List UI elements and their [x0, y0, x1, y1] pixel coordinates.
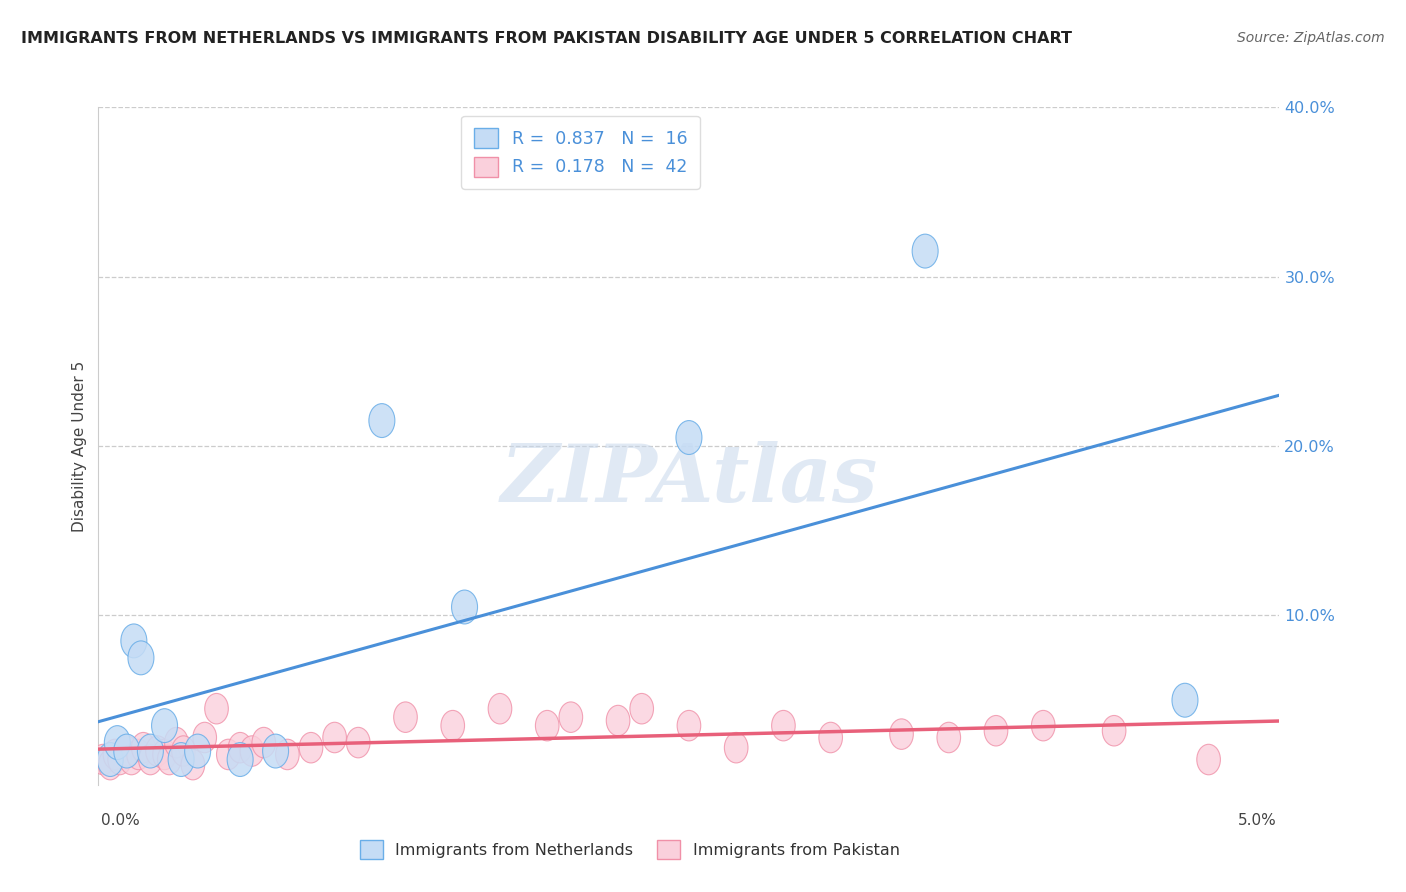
Ellipse shape	[536, 710, 560, 741]
Text: Source: ZipAtlas.com: Source: ZipAtlas.com	[1237, 31, 1385, 45]
Ellipse shape	[984, 715, 1008, 746]
Ellipse shape	[157, 744, 181, 775]
Ellipse shape	[172, 736, 195, 766]
Ellipse shape	[818, 723, 842, 753]
Ellipse shape	[323, 723, 346, 753]
Ellipse shape	[139, 744, 162, 775]
Text: IMMIGRANTS FROM NETHERLANDS VS IMMIGRANTS FROM PAKISTAN DISABILITY AGE UNDER 5 C: IMMIGRANTS FROM NETHERLANDS VS IMMIGRANT…	[21, 31, 1073, 46]
Ellipse shape	[114, 734, 139, 768]
Ellipse shape	[127, 739, 150, 770]
Ellipse shape	[368, 403, 395, 437]
Ellipse shape	[263, 734, 288, 768]
Y-axis label: Disability Age Under 5: Disability Age Under 5	[72, 360, 87, 532]
Text: ZIPAtlas: ZIPAtlas	[501, 442, 877, 518]
Ellipse shape	[488, 693, 512, 724]
Ellipse shape	[181, 749, 205, 780]
Ellipse shape	[228, 742, 253, 776]
Ellipse shape	[676, 421, 702, 454]
Ellipse shape	[121, 624, 146, 658]
Ellipse shape	[193, 723, 217, 753]
Ellipse shape	[152, 708, 177, 742]
Ellipse shape	[560, 702, 582, 732]
Ellipse shape	[252, 727, 276, 758]
Ellipse shape	[97, 742, 124, 776]
Ellipse shape	[890, 719, 914, 749]
Text: 5.0%: 5.0%	[1237, 814, 1277, 828]
Ellipse shape	[103, 739, 127, 770]
Ellipse shape	[678, 710, 700, 741]
Ellipse shape	[128, 640, 153, 674]
Ellipse shape	[1173, 683, 1198, 717]
Ellipse shape	[240, 736, 264, 766]
Ellipse shape	[91, 744, 115, 775]
Legend: Immigrants from Netherlands, Immigrants from Pakistan: Immigrants from Netherlands, Immigrants …	[354, 834, 905, 865]
Ellipse shape	[630, 693, 654, 724]
Ellipse shape	[165, 727, 188, 758]
Ellipse shape	[115, 736, 139, 766]
Ellipse shape	[346, 727, 370, 758]
Ellipse shape	[276, 739, 299, 770]
Ellipse shape	[441, 710, 464, 741]
Ellipse shape	[228, 732, 252, 763]
Ellipse shape	[138, 734, 163, 768]
Ellipse shape	[153, 739, 176, 770]
Ellipse shape	[217, 739, 240, 770]
Ellipse shape	[104, 726, 131, 760]
Ellipse shape	[394, 702, 418, 732]
Ellipse shape	[1032, 710, 1054, 741]
Ellipse shape	[169, 742, 194, 776]
Ellipse shape	[98, 749, 122, 780]
Ellipse shape	[120, 744, 143, 775]
Ellipse shape	[132, 732, 155, 763]
Ellipse shape	[184, 734, 211, 768]
Ellipse shape	[724, 732, 748, 763]
Ellipse shape	[146, 736, 169, 766]
Ellipse shape	[108, 744, 132, 775]
Text: 0.0%: 0.0%	[101, 814, 141, 828]
Ellipse shape	[772, 710, 796, 741]
Ellipse shape	[606, 706, 630, 736]
Ellipse shape	[912, 234, 938, 268]
Ellipse shape	[299, 732, 323, 763]
Ellipse shape	[936, 723, 960, 753]
Ellipse shape	[451, 591, 478, 624]
Ellipse shape	[1102, 715, 1126, 746]
Ellipse shape	[205, 693, 228, 724]
Ellipse shape	[1197, 744, 1220, 775]
